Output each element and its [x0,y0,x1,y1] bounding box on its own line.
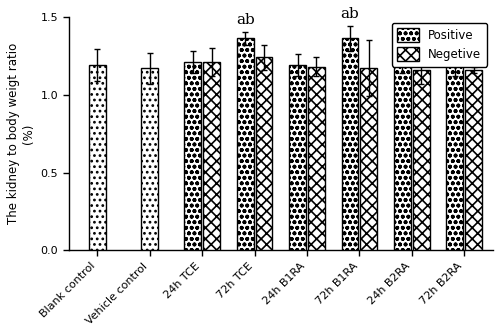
Text: ab: ab [340,7,359,21]
Bar [446,62,463,250]
Bar [308,67,325,250]
Bar [360,68,377,250]
Bar [289,65,306,250]
Bar [256,57,272,250]
Bar [413,70,430,250]
Bar [184,62,201,250]
Bar [89,65,106,250]
Bar [466,70,482,250]
Y-axis label: The kidney to body weigt ratio
(%): The kidney to body weigt ratio (%) [7,43,35,224]
Text: ab: ab [236,13,255,27]
Bar [203,62,220,250]
Bar [342,39,358,250]
Legend: Positive, Negetive: Positive, Negetive [392,23,487,67]
Bar [237,39,254,250]
Bar [394,60,411,250]
Bar [142,68,158,250]
